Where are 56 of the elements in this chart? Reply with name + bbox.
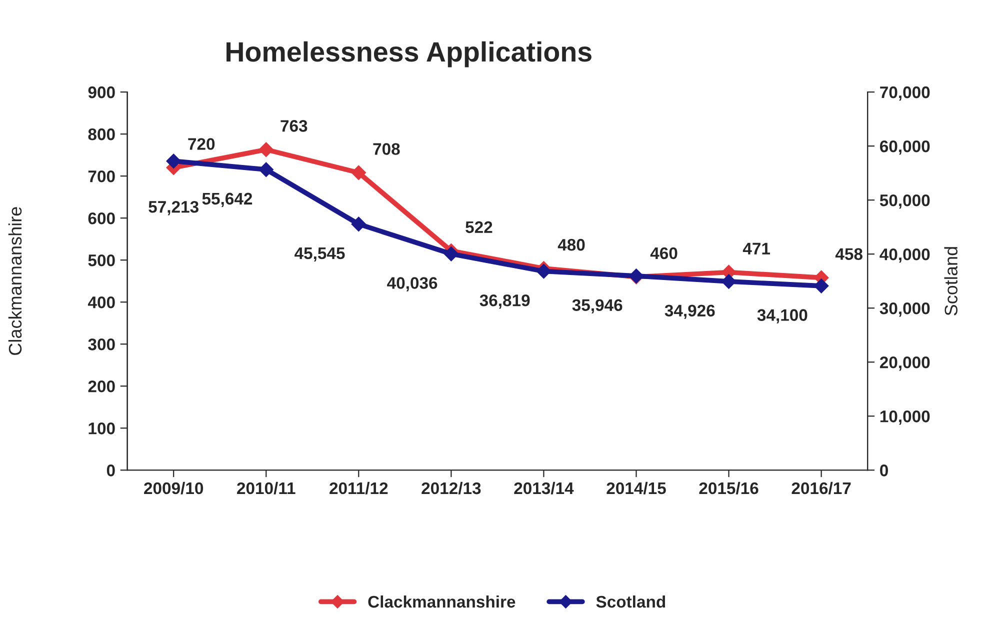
data-label: 708: [373, 143, 400, 155]
data-label: 57,213: [148, 200, 198, 216]
y-tick-label: 600: [88, 212, 115, 224]
data-label: 34,926: [664, 304, 715, 319]
y-tick-label: 900: [88, 86, 115, 98]
x-tick-label: 2011/12: [330, 482, 388, 494]
y2-axis-title: Scotland: [944, 247, 958, 316]
point: [258, 142, 274, 157]
data-label: 35,946: [572, 299, 622, 314]
point: [721, 274, 736, 289]
data-label: 45,545: [294, 248, 345, 262]
x-tick-label: 2010/11: [237, 482, 296, 494]
y-tick-label: 500: [88, 254, 115, 266]
data-label: 480: [558, 238, 585, 251]
point: [351, 216, 366, 232]
point: [258, 162, 274, 177]
data-label: 40,036: [387, 277, 438, 292]
data-label: 522: [466, 221, 492, 234]
x-tick-label: 2016/17: [792, 482, 851, 494]
y2-tick-label: 50,000: [880, 194, 930, 209]
chart-title: Homelessness Applications: [226, 41, 592, 68]
x-tick-label: 2014/15: [606, 482, 666, 494]
y2-tick-label: 70,000: [880, 86, 930, 101]
y2-tick-label: 60,000: [880, 140, 930, 155]
data-label: 763: [280, 120, 308, 132]
legend-label: Clackmannanshire: [368, 595, 516, 608]
y-axis-title: Clackmannanshire: [8, 207, 22, 355]
y-tick-label: 800: [88, 128, 115, 140]
y-tick-label: 0: [106, 464, 115, 476]
legend-label: Scotland: [596, 595, 666, 608]
y-tick-label: 200: [88, 380, 115, 392]
point: [444, 246, 459, 262]
data-label: 34,100: [757, 309, 808, 324]
y-tick-label: 100: [88, 422, 115, 434]
y-tick-label: 300: [88, 338, 115, 350]
y2-tick-label: 40,000: [880, 248, 930, 263]
y2-tick-label: 10,000: [880, 410, 930, 425]
data-label: 458: [835, 248, 862, 260]
x-tick-label: 2012/13: [422, 482, 481, 494]
data-label: 471: [742, 242, 770, 254]
data-label: 460: [650, 247, 678, 260]
y2-tick-label: 20,000: [880, 356, 930, 371]
point: [351, 165, 366, 180]
y-tick-label: 700: [88, 170, 115, 182]
x-tick-label: 2013/14: [514, 482, 574, 494]
x-tick-label: 2009/10: [144, 482, 204, 494]
point: [166, 154, 181, 168]
y2-tick-label: 30,000: [880, 302, 930, 317]
point: [536, 264, 552, 279]
data-label: 36,819: [480, 294, 530, 309]
data-label: 720: [188, 138, 215, 150]
y-tick-label: 400: [88, 296, 115, 308]
point: [814, 278, 829, 294]
y2-tick-label: 0: [880, 464, 888, 476]
x-tick-label: 2015/16: [699, 482, 758, 494]
data-label: 55,642: [202, 192, 252, 208]
